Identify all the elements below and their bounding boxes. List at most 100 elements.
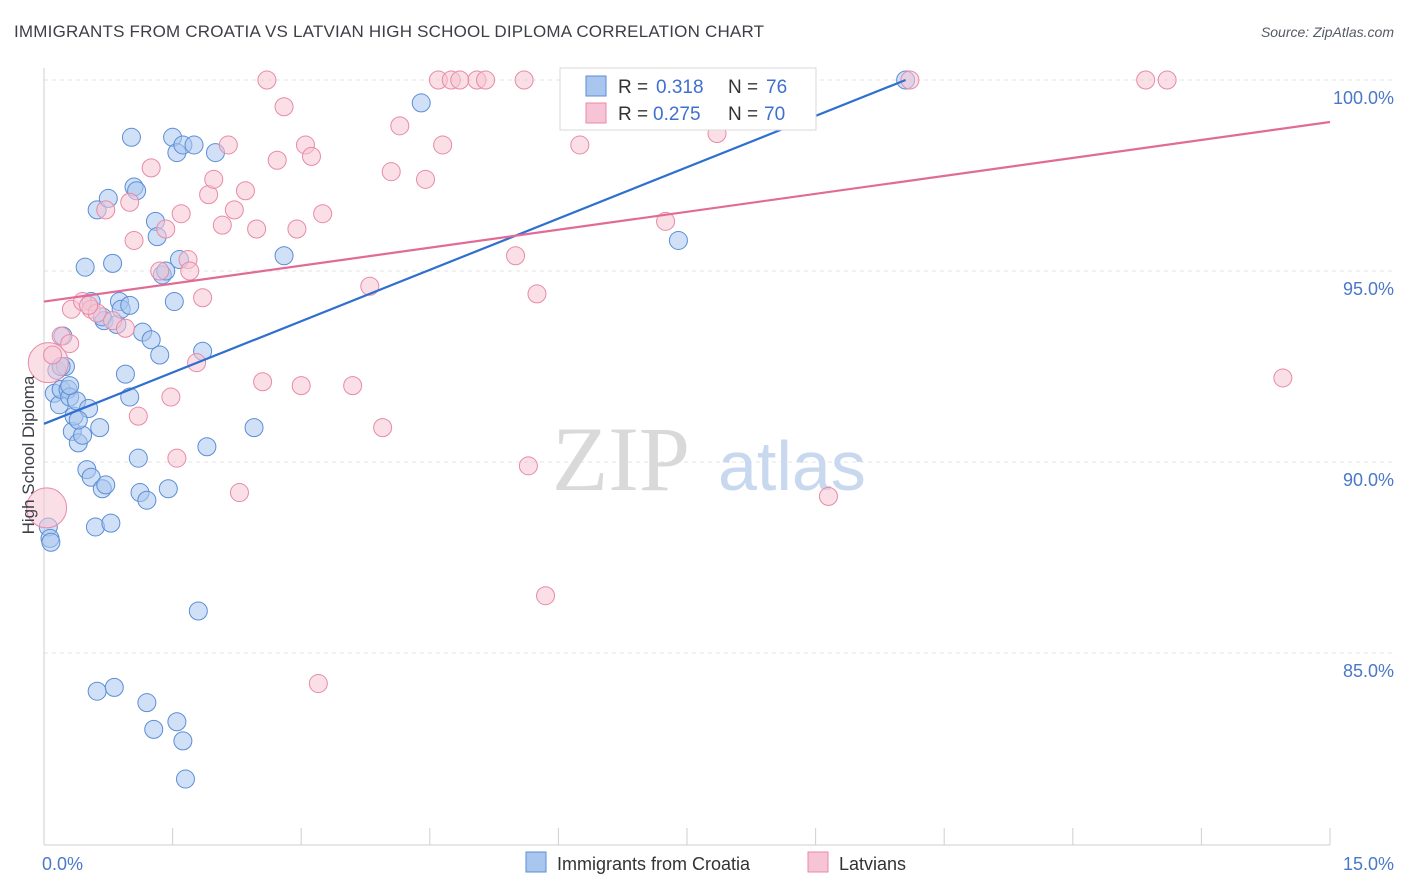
data-point: [244, 418, 264, 438]
data-point: [75, 257, 95, 277]
data-point: [26, 487, 68, 529]
data-point: [433, 135, 453, 155]
data-point: [197, 437, 217, 457]
legend-r-label: R =: [618, 104, 648, 125]
data-point: [144, 719, 164, 739]
x-tick-label: 15.0%: [1343, 854, 1394, 874]
data-point: [101, 513, 121, 533]
data-point: [900, 70, 920, 90]
data-point: [450, 70, 470, 90]
data-point: [818, 486, 838, 506]
data-point: [253, 372, 273, 392]
data-point: [171, 204, 191, 224]
legend-r-value: 0.318: [656, 77, 704, 98]
data-point: [212, 215, 232, 235]
data-point: [43, 345, 63, 365]
data-point: [128, 448, 148, 468]
data-point: [180, 261, 200, 281]
data-point: [267, 150, 287, 170]
bottom-legend-label-latvians: Latvians: [839, 854, 906, 874]
x-tick-label: 0.0%: [42, 854, 83, 874]
legend-swatch-croatia: [585, 75, 607, 97]
data-point: [381, 162, 401, 182]
data-point: [308, 674, 328, 694]
data-point: [150, 261, 170, 281]
data-point: [121, 127, 141, 147]
data-point: [104, 677, 124, 697]
data-point: [175, 769, 195, 789]
data-point: [235, 181, 255, 201]
data-point: [1273, 368, 1293, 388]
data-point: [668, 230, 688, 250]
data-point: [224, 200, 244, 220]
data-point: [188, 601, 208, 621]
data-point: [164, 292, 184, 312]
data-point: [120, 192, 140, 212]
data-point: [506, 246, 526, 266]
data-point: [193, 288, 213, 308]
trend-line: [43, 78, 907, 425]
data-point: [257, 70, 277, 90]
data-point: [115, 318, 135, 338]
axes: [43, 68, 1331, 846]
data-point: [87, 681, 107, 701]
data-point: [60, 334, 80, 354]
data-point: [411, 93, 431, 113]
data-point: [90, 418, 110, 438]
data-point: [291, 376, 311, 396]
data-point: [656, 211, 676, 231]
data-point: [79, 295, 99, 315]
data-point: [184, 135, 204, 155]
data-point: [518, 456, 538, 476]
legend-n-label: N =: [728, 104, 758, 125]
data-point: [150, 345, 170, 365]
x-tick-labels: 0.0% 15.0%: [42, 854, 1394, 874]
data-point: [527, 284, 547, 304]
data-point: [274, 97, 294, 117]
y-axis-label: High School Diploma: [19, 375, 38, 534]
legend-r-value: 0.275: [653, 104, 701, 125]
legend: R = 0.318 N = 76 R = 0.275 N = 70: [559, 67, 817, 131]
data-point: [274, 246, 294, 266]
y-tick-label: 95.0%: [1343, 279, 1394, 299]
data-point: [229, 483, 249, 503]
bottom-legend: Immigrants from Croatia Latvians: [525, 851, 906, 874]
data-point: [161, 387, 181, 407]
legend-swatch-latvians: [585, 102, 607, 124]
data-point: [204, 169, 224, 189]
data-point: [373, 418, 393, 438]
bottom-legend-swatch-croatia: [525, 851, 547, 873]
source-label: Source: ZipAtlas.com: [1260, 24, 1394, 40]
data-point: [1136, 70, 1156, 90]
data-point: [124, 230, 144, 250]
data-point: [137, 490, 157, 510]
data-point: [416, 169, 436, 189]
watermark-atlas: atlas: [718, 427, 866, 505]
legend-r-label: R =: [618, 77, 648, 98]
data-point: [103, 253, 123, 273]
y-tick-label: 85.0%: [1343, 661, 1394, 681]
data-point: [536, 586, 556, 606]
chart-title: IMMIGRANTS FROM CROATIA VS LATVIAN HIGH …: [14, 22, 765, 41]
data-point: [158, 479, 178, 499]
data-point: [128, 406, 148, 426]
legend-n-value: 70: [764, 104, 785, 125]
watermark: ZIP atlas: [552, 408, 866, 510]
data-point: [115, 364, 135, 384]
data-point: [41, 532, 61, 552]
data-point: [167, 712, 187, 732]
data-point: [301, 146, 321, 166]
data-point: [156, 219, 176, 239]
data-point: [120, 295, 140, 315]
data-point: [167, 448, 187, 468]
data-point: [247, 219, 267, 239]
legend-n-label: N =: [728, 77, 758, 98]
data-point: [1157, 70, 1177, 90]
data-point: [514, 70, 534, 90]
data-point: [96, 200, 116, 220]
data-point: [218, 135, 238, 155]
trend-line: [43, 120, 1331, 303]
series-croatia-points: [38, 70, 916, 789]
series-latvians-points: [26, 70, 1293, 694]
data-point: [570, 135, 590, 155]
